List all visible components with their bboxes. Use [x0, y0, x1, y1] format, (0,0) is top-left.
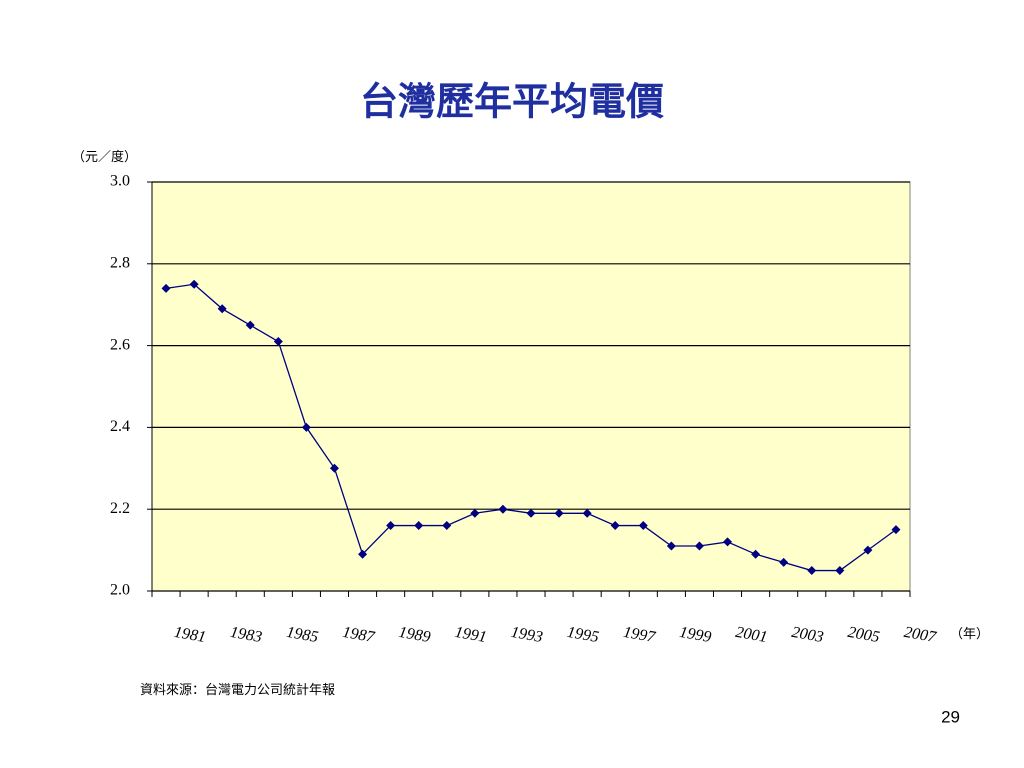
- data-point: [554, 508, 564, 518]
- y-tick-label: 2.4: [110, 418, 130, 435]
- y-axis-unit: （元／度）: [72, 149, 137, 164]
- data-point: [582, 508, 592, 518]
- x-tick-label: 1985: [285, 624, 319, 646]
- data-point: [807, 566, 817, 576]
- data-point: [386, 521, 396, 531]
- x-axis-unit: （年）: [950, 626, 989, 641]
- data-point: [723, 537, 733, 547]
- x-tick-label: 1989: [397, 624, 431, 646]
- data-point: [470, 508, 480, 518]
- y-tick-label: 2.0: [110, 582, 130, 599]
- x-tick-label: 1995: [566, 624, 600, 646]
- x-tick-label: 1987: [341, 624, 376, 646]
- data-point: [610, 521, 620, 531]
- x-tick-label: 2007: [903, 624, 938, 646]
- data-point: [863, 545, 873, 555]
- data-point: [189, 279, 199, 289]
- data-point: [245, 320, 255, 330]
- data-point: [526, 508, 536, 518]
- data-point: [891, 525, 901, 535]
- plot-area: [151, 181, 911, 592]
- data-point: [217, 304, 227, 314]
- source-note: 資料來源：台灣電力公司統計年報: [140, 682, 335, 697]
- page-number: 29: [941, 707, 960, 726]
- data-point: [442, 521, 452, 531]
- x-tick-label: 1983: [229, 624, 263, 646]
- x-tick-label: 2005: [846, 624, 880, 646]
- y-tick-label: 3.0: [110, 173, 130, 190]
- x-tick-label: 2003: [790, 624, 824, 646]
- data-point: [638, 521, 648, 531]
- y-tick-label: 2.2: [110, 500, 130, 517]
- x-tick-label: 1981: [173, 624, 207, 646]
- x-tick-label: 1999: [678, 624, 712, 646]
- data-point: [301, 422, 311, 432]
- data-point: [779, 557, 789, 567]
- data-point: [694, 541, 704, 551]
- y-tick-label: 2.6: [110, 336, 130, 353]
- data-point: [666, 541, 676, 551]
- x-tick-label: 1993: [510, 624, 544, 646]
- data-point: [329, 463, 339, 473]
- data-point: [414, 521, 424, 531]
- data-point: [358, 549, 368, 559]
- data-point: [498, 504, 508, 514]
- y-tick-label: 2.8: [110, 254, 130, 271]
- data-point: [161, 283, 171, 293]
- data-point: [835, 566, 845, 576]
- data-point: [751, 549, 761, 559]
- chart-title: 台灣歷年平均電價: [360, 82, 664, 124]
- x-tick-label: 1991: [453, 624, 487, 646]
- x-tick-label: 2001: [734, 624, 768, 646]
- data-point: [273, 337, 283, 347]
- x-tick-label: 1997: [622, 624, 657, 646]
